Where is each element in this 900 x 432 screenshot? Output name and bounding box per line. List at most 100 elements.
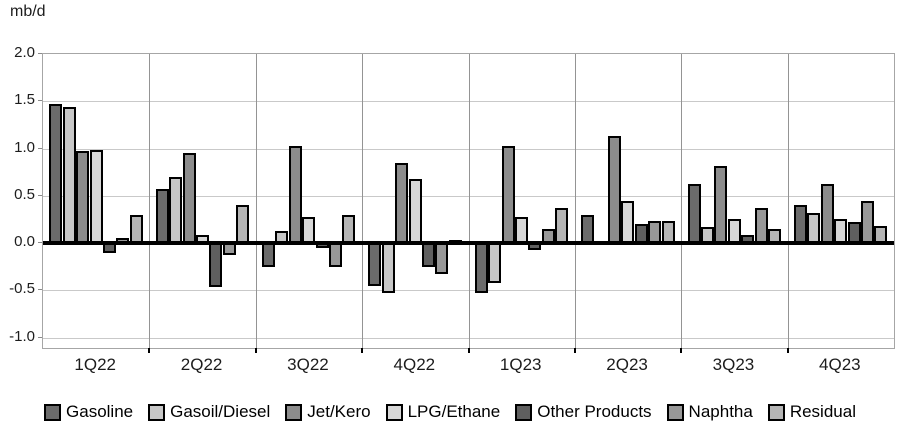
x-axis-tick bbox=[574, 348, 576, 353]
bar-lpg-ethane-3q22 bbox=[302, 216, 316, 243]
x-axis-tick bbox=[148, 348, 150, 353]
bar-gasoil-diesel-1q23 bbox=[488, 243, 502, 283]
y-axis-tick bbox=[38, 336, 42, 338]
bar-gasoline-4q23 bbox=[793, 205, 807, 243]
legend-label-naphtha: Naphtha bbox=[688, 402, 753, 421]
legend-label-other-products: Other Products bbox=[537, 402, 652, 421]
bar-gasoline-3q22 bbox=[262, 243, 275, 267]
x-axis-tick bbox=[361, 348, 363, 353]
bar-lpg-ethane-1q22 bbox=[89, 150, 103, 243]
y-axis-tick-label: 0.0 bbox=[14, 233, 35, 250]
bar-gasoil-diesel-4q22 bbox=[381, 243, 395, 294]
bar-other-products-4q23 bbox=[847, 222, 861, 243]
y-axis-tick bbox=[38, 53, 42, 54]
x-axis-tick bbox=[255, 348, 257, 353]
gridline--1.0 bbox=[43, 337, 894, 339]
gridline-0.5 bbox=[43, 195, 894, 197]
legend-swatch-gasoil-diesel-icon bbox=[148, 403, 166, 421]
quarter-divider bbox=[681, 54, 682, 348]
bar-residual-1q22 bbox=[129, 214, 143, 243]
bar-naphtha-3q23 bbox=[754, 208, 768, 243]
bar-gasoline-3q23 bbox=[687, 184, 701, 243]
bar-jet-kero-1q22 bbox=[76, 151, 90, 243]
y-axis-tick bbox=[38, 289, 42, 291]
quarter-divider bbox=[575, 54, 576, 348]
legend-swatch-other-products-icon bbox=[515, 403, 533, 421]
bar-gasoline-4q22 bbox=[368, 243, 382, 286]
x-axis-label-2q22: 2Q22 bbox=[180, 355, 223, 374]
bar-residual-2q23 bbox=[661, 221, 675, 243]
legend-item-other-products: Other Products bbox=[515, 402, 652, 422]
y-axis-tick bbox=[38, 194, 42, 196]
bar-gasoline-2q23 bbox=[581, 214, 595, 243]
legend-item-residual: Residual bbox=[767, 402, 856, 422]
bar-naphtha-3q22 bbox=[329, 243, 342, 267]
bar-jet-kero-3q23 bbox=[714, 165, 728, 243]
x-axis-tick bbox=[680, 348, 682, 353]
x-axis-label-4q23: 4Q23 bbox=[819, 355, 861, 374]
y-axis-tick-label: 2.0 bbox=[14, 44, 35, 61]
bar-lpg-ethane-4q22 bbox=[408, 178, 422, 243]
bar-gasoline-1q23 bbox=[474, 243, 488, 294]
bar-other-products-4q22 bbox=[422, 243, 435, 267]
y-axis-tick-label: 0.5 bbox=[14, 185, 35, 203]
gridline--0.5 bbox=[43, 290, 894, 292]
bar-lpg-ethane-1q23 bbox=[515, 216, 528, 243]
y-axis-tick bbox=[38, 242, 42, 243]
x-axis-tick bbox=[787, 348, 789, 353]
bar-naphtha-4q23 bbox=[860, 200, 874, 243]
bar-jet-kero-2q22 bbox=[182, 153, 196, 243]
legend-swatch-naphtha-icon bbox=[666, 403, 684, 421]
bar-jet-kero-1q23 bbox=[501, 145, 515, 243]
x-axis-label-1q23: 1Q23 bbox=[499, 355, 542, 374]
x-axis-label-2q23: 2Q23 bbox=[606, 355, 648, 374]
bar-jet-kero-4q22 bbox=[395, 162, 409, 243]
quarter-divider bbox=[788, 54, 789, 348]
legend-item-jet-kero: Jet/Kero bbox=[285, 402, 371, 422]
bar-jet-kero-2q23 bbox=[608, 136, 621, 243]
bar-gasoil-diesel-2q22 bbox=[169, 176, 183, 243]
y-axis-unit-label: mb/d bbox=[10, 3, 46, 20]
legend-swatch-jet-kero-icon bbox=[285, 403, 303, 421]
bar-residual-3q22 bbox=[342, 214, 356, 243]
x-axis-tick bbox=[468, 348, 470, 353]
y-axis-tick-label: 1.0 bbox=[14, 138, 35, 156]
bar-gasoline-2q22 bbox=[155, 189, 169, 243]
legend: Gasoline Gasoil/Diesel Jet/Kero LPG/Ethane O… bbox=[0, 399, 900, 425]
quarter-divider bbox=[256, 54, 257, 348]
bar-other-products-2q22 bbox=[209, 243, 223, 288]
zero-axis-line bbox=[43, 241, 894, 245]
bar-gasoline-1q22 bbox=[49, 104, 63, 243]
x-axis-label-3q23: 3Q23 bbox=[712, 355, 755, 374]
y-axis-tick-label: -0.5 bbox=[9, 280, 35, 298]
gridline-1.5 bbox=[43, 101, 894, 103]
gridline-1.0 bbox=[43, 148, 894, 150]
quarter-divider bbox=[362, 54, 363, 348]
bar-jet-kero-3q22 bbox=[288, 145, 302, 243]
legend-item-naphtha: Naphtha bbox=[666, 402, 753, 422]
bar-lpg-ethane-2q23 bbox=[621, 200, 635, 243]
y-axis-tick-label: -1.0 bbox=[9, 327, 35, 345]
bar-lpg-ethane-3q23 bbox=[727, 219, 741, 243]
legend-item-gasoline: Gasoline bbox=[44, 402, 133, 422]
bar-residual-1q23 bbox=[555, 208, 569, 243]
bar-naphtha-4q22 bbox=[435, 243, 449, 275]
bar-gasoil-diesel-4q23 bbox=[807, 212, 821, 243]
bar-gasoil-diesel-1q22 bbox=[62, 106, 76, 243]
y-axis-tick bbox=[38, 147, 42, 149]
legend-swatch-lpg-ethane-icon bbox=[385, 403, 403, 421]
bar-residual-2q22 bbox=[236, 205, 250, 243]
legend-label-gasoline: Gasoline bbox=[66, 402, 134, 421]
x-axis-label-1q22: 1Q22 bbox=[74, 355, 116, 374]
x-axis-label-4q22: 4Q22 bbox=[393, 355, 436, 374]
bar-naphtha-2q23 bbox=[648, 221, 662, 243]
plot-area bbox=[42, 53, 895, 349]
legend-label-residual: Residual bbox=[789, 402, 856, 421]
legend-swatch-residual-icon bbox=[767, 403, 785, 421]
legend-label-lpg-ethane: LPG/Ethane bbox=[407, 402, 501, 421]
y-axis-tick bbox=[38, 100, 42, 102]
quarter-divider bbox=[149, 54, 150, 348]
legend-swatch-gasoline-icon bbox=[44, 403, 62, 421]
bar-jet-kero-4q23 bbox=[820, 183, 834, 243]
